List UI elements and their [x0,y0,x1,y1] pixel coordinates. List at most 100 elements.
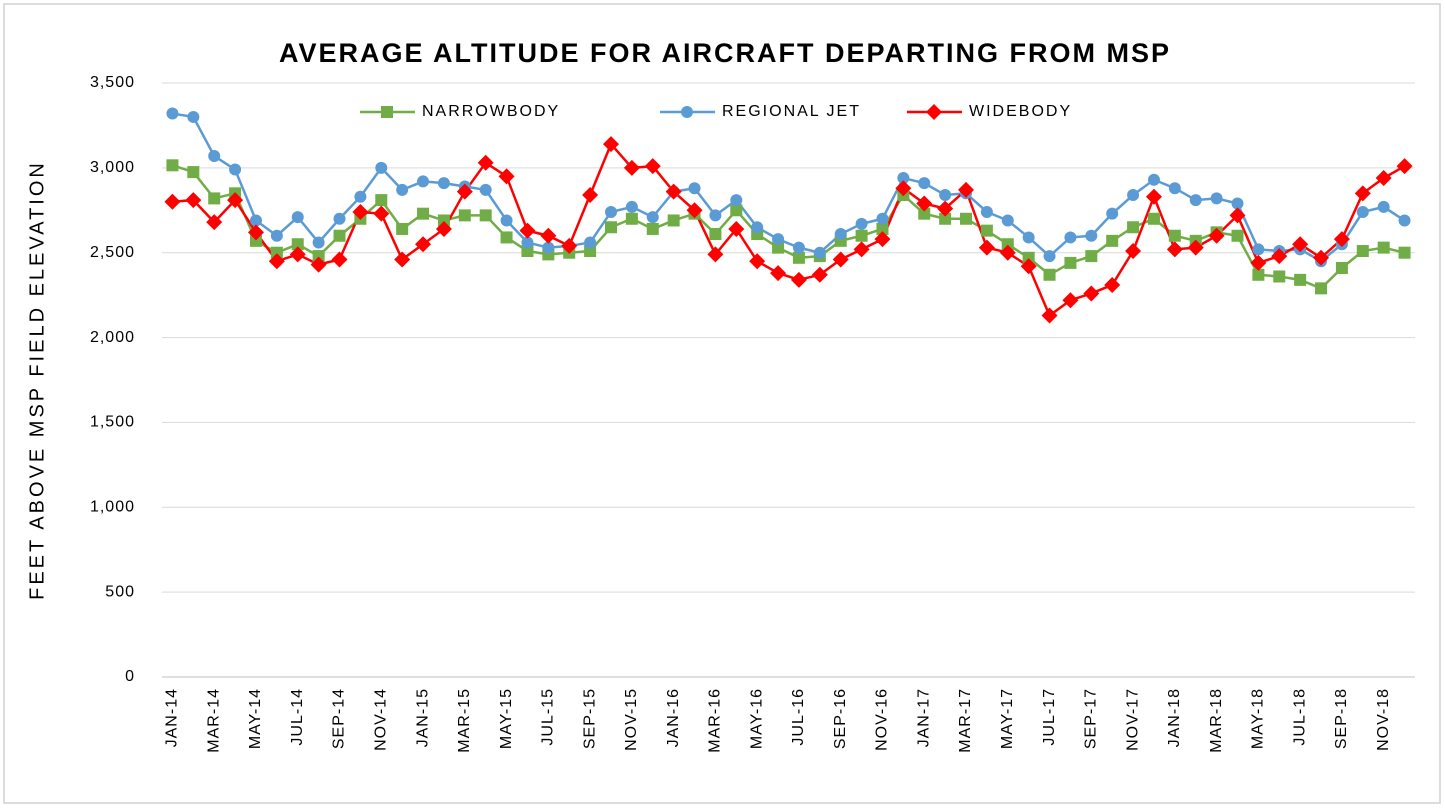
point [521,245,534,258]
point [958,181,975,198]
point [435,220,452,237]
point [1062,292,1079,309]
point [1106,234,1119,247]
point [918,177,931,190]
point [665,183,682,200]
point [187,110,200,123]
point [354,190,367,203]
point [792,241,805,254]
point [582,187,599,204]
point [897,172,910,185]
point [813,246,826,259]
point [1252,268,1265,281]
point [978,239,995,256]
legend-label: REGIONAL JET [722,103,861,120]
point [792,251,805,264]
x-tick-label: JAN-17 [915,688,932,747]
point [270,229,283,242]
x-tick-label: NOV-17 [1124,688,1141,751]
point [707,246,724,263]
point [1085,250,1098,263]
point [811,266,828,283]
y-axis-label: FEET ABOVE MSP FIELD ELEVATION [26,160,48,600]
point [373,205,390,222]
point [1125,243,1142,260]
point [751,221,764,234]
point [1145,188,1162,205]
point [1398,246,1411,259]
point [1292,236,1309,253]
point [1313,249,1330,266]
point [542,241,555,254]
x-tick-label: MAR-17 [957,688,974,753]
chart-title: AVERAGE ALTITUDE FOR AIRCRAFT DEPARTING … [279,38,1171,68]
point [709,228,722,241]
point [1147,173,1160,186]
point [667,214,680,227]
point [312,250,325,263]
x-tick-label: NOV-16 [874,688,891,751]
point [1127,189,1140,202]
point [247,224,264,241]
point [333,212,346,225]
x-tick-label: SEP-15 [581,688,598,749]
point [770,265,787,282]
point [1398,214,1411,227]
point [1294,273,1307,286]
point [876,222,889,235]
x-tick-label: JUL-14 [289,688,306,746]
point [1377,200,1390,213]
x-tick-label: JUL-15 [540,688,557,746]
point [730,204,743,217]
point [1106,207,1119,220]
point [1001,238,1014,251]
x-tick-label: JAN-15 [414,688,431,747]
point [709,209,722,222]
x-tick-label: JUL-18 [1291,688,1308,746]
point [623,159,640,176]
x-tick-label: MAY-18 [1250,688,1267,749]
point [1064,256,1077,269]
point [208,149,221,162]
point [1043,250,1056,263]
point [291,211,304,224]
point [1271,248,1288,265]
point [790,271,807,288]
point [604,205,617,218]
point [918,207,931,220]
point [916,195,933,212]
point [1315,282,1328,295]
point [832,251,849,268]
point [333,229,346,242]
point [937,200,954,217]
point [166,159,179,172]
y-tick-label: 1,000 [90,499,135,516]
point [1333,231,1350,248]
point [477,154,494,171]
point [561,237,578,254]
point [1250,254,1267,271]
point [381,106,393,118]
point [874,231,891,248]
point [895,180,912,197]
point [1127,221,1140,234]
point [855,217,868,230]
point [417,175,430,188]
y-tick-label: 2,000 [90,329,135,346]
point [437,214,450,227]
point [1022,251,1035,264]
point [584,236,597,249]
x-tick-label: SEP-18 [1333,688,1350,749]
point [1147,212,1160,225]
point [479,183,492,196]
x-tick-label: MAR-14 [205,688,222,753]
point [1083,285,1100,302]
point [1208,227,1225,244]
x-tick-label: MAR-16 [707,688,724,753]
point [926,104,942,120]
point [999,244,1016,261]
point [1229,207,1246,224]
point [644,158,661,175]
point [1273,270,1286,283]
point [604,221,617,234]
